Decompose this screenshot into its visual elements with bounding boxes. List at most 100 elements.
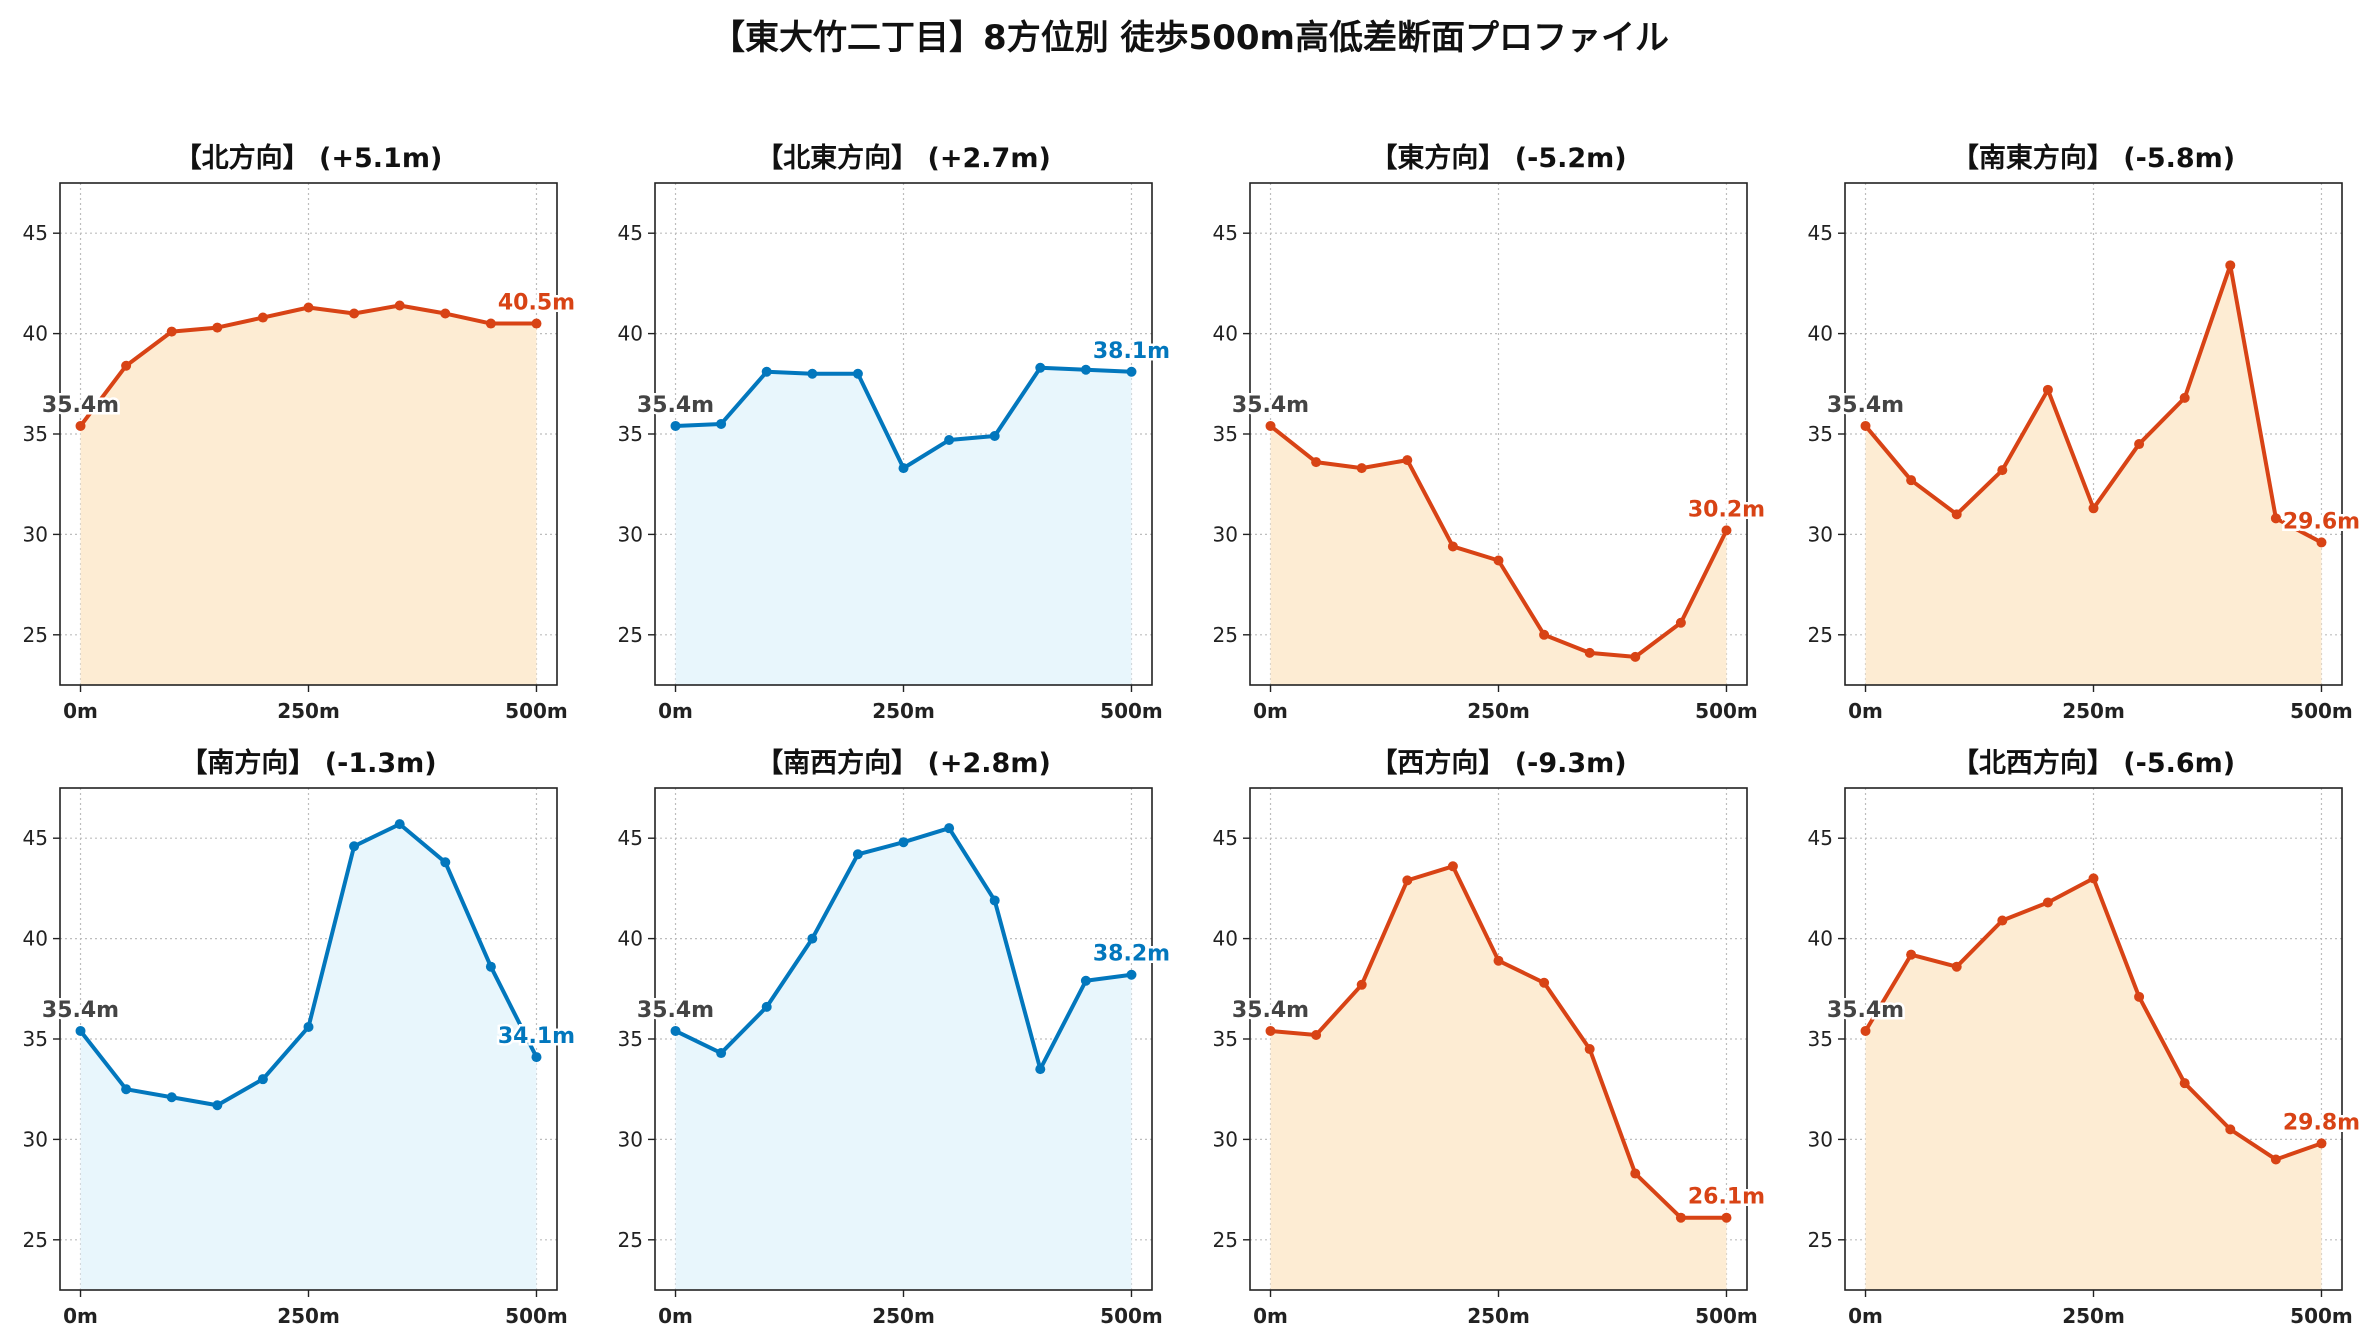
data-point xyxy=(2225,260,2236,271)
data-point xyxy=(303,302,314,313)
data-point xyxy=(1402,455,1413,466)
data-point xyxy=(852,849,863,860)
data-point xyxy=(75,1025,86,1036)
data-point xyxy=(898,463,909,474)
data-point xyxy=(2179,392,2190,403)
start-elevation-label: 35.4m xyxy=(1827,998,1904,1023)
data-point xyxy=(989,431,1000,442)
data-point xyxy=(1721,1212,1732,1223)
data-point xyxy=(944,823,955,834)
data-point xyxy=(440,857,451,868)
x-tick-label: 500m xyxy=(1695,1304,1758,1328)
data-point xyxy=(2134,991,2145,1002)
area-fill xyxy=(1270,425,1727,685)
data-point xyxy=(1997,465,2008,476)
y-tick-label: 25 xyxy=(23,1228,48,1252)
data-point xyxy=(212,322,223,333)
chart-panel-3: 25 30 35 40 45 0m 250m 500m 【南東方向】 (-5.8m) 35.4m 2… xyxy=(1808,142,2363,723)
y-tick-label: 25 xyxy=(618,1228,643,1252)
y-tick-label: 45 xyxy=(1213,826,1238,850)
y-tick-label: 30 xyxy=(23,1127,48,1151)
y-tick-label: 40 xyxy=(23,322,48,346)
y-tick-label: 30 xyxy=(23,522,48,546)
data-point xyxy=(1035,1064,1046,1075)
data-point xyxy=(2088,503,2099,514)
y-tick-label: 40 xyxy=(1213,322,1238,346)
area-fill xyxy=(1270,866,1727,1290)
data-point xyxy=(257,1074,268,1085)
panel-title: 【南方向】 (-1.3m) xyxy=(180,747,436,779)
x-tick-label: 0m xyxy=(63,699,98,723)
data-point xyxy=(121,1084,132,1095)
panel-title: 【東方向】 (-5.2m) xyxy=(1370,142,1626,174)
data-point xyxy=(761,1001,772,1012)
x-tick-label: 250m xyxy=(1467,1304,1530,1328)
data-point xyxy=(1080,364,1091,375)
chart-panel-5: 25 30 35 40 45 0m 250m 500m 【南西方向】 (+2.8m) 35.4m 3… xyxy=(618,747,1173,1328)
data-point xyxy=(2316,1138,2327,1149)
data-point xyxy=(166,326,177,337)
data-point xyxy=(716,418,727,429)
data-point xyxy=(1265,1025,1276,1036)
chart-panel-2: 25 30 35 40 45 0m 250m 500m 【東方向】 (-5.2m) 35.4m 30… xyxy=(1213,142,1768,723)
data-point xyxy=(1311,457,1322,468)
y-tick-label: 25 xyxy=(23,623,48,647)
data-point xyxy=(485,318,496,329)
y-tick-label: 45 xyxy=(23,221,48,245)
chart-panel-4: 25 30 35 40 45 0m 250m 500m 【南方向】 (-1.3m) 35.4m 34… xyxy=(23,747,578,1328)
x-tick-label: 500m xyxy=(1695,699,1758,723)
data-point xyxy=(485,961,496,972)
y-tick-label: 40 xyxy=(23,927,48,951)
y-tick-label: 45 xyxy=(618,221,643,245)
data-point xyxy=(716,1048,727,1059)
data-point xyxy=(1539,629,1550,640)
data-point xyxy=(1951,961,1962,972)
data-point xyxy=(257,312,268,323)
data-point xyxy=(1493,955,1504,966)
x-tick-label: 0m xyxy=(658,1304,693,1328)
data-point xyxy=(1906,949,1917,960)
end-elevation-label: 38.2m xyxy=(1093,942,1170,967)
data-point xyxy=(670,1025,681,1036)
data-point xyxy=(2042,897,2053,908)
data-point xyxy=(394,300,405,311)
y-tick-label: 30 xyxy=(1808,522,1833,546)
data-point xyxy=(1080,975,1091,986)
data-point xyxy=(1630,1168,1641,1179)
y-tick-label: 40 xyxy=(618,927,643,951)
chart-panel-0: 25 30 35 40 45 0m 250m 500m 【北方向】 (+5.1m) 35.4m 40… xyxy=(23,142,578,723)
start-elevation-label: 35.4m xyxy=(1232,998,1309,1023)
area-fill xyxy=(1865,878,2322,1290)
data-point xyxy=(349,841,360,852)
end-elevation-label: 34.1m xyxy=(498,1024,575,1049)
data-point xyxy=(1860,1025,1871,1036)
end-elevation-label: 29.6m xyxy=(2283,509,2360,534)
data-point xyxy=(2134,439,2145,450)
start-elevation-label: 35.4m xyxy=(637,998,714,1023)
x-tick-label: 0m xyxy=(1848,1304,1883,1328)
data-point xyxy=(1906,475,1917,486)
data-point xyxy=(394,819,405,830)
data-point xyxy=(531,318,542,329)
panel-title: 【南東方向】 (-5.8m) xyxy=(1952,142,2235,174)
data-point xyxy=(2270,1154,2281,1165)
x-tick-label: 250m xyxy=(872,1304,935,1328)
data-point xyxy=(1311,1029,1322,1040)
y-tick-label: 30 xyxy=(1213,522,1238,546)
data-point xyxy=(807,933,818,944)
data-point xyxy=(1630,651,1641,662)
start-elevation-label: 35.4m xyxy=(1827,393,1904,418)
data-point xyxy=(440,308,451,319)
x-tick-label: 250m xyxy=(277,1304,340,1328)
data-point xyxy=(1447,541,1458,552)
data-point xyxy=(1265,420,1276,431)
area-fill xyxy=(675,828,1132,1290)
data-point xyxy=(1721,525,1732,536)
y-tick-label: 25 xyxy=(618,623,643,647)
data-point xyxy=(1356,979,1367,990)
end-elevation-label: 29.8m xyxy=(2283,1110,2360,1135)
data-point xyxy=(852,368,863,379)
y-tick-label: 35 xyxy=(1808,1027,1833,1051)
data-point xyxy=(670,420,681,431)
data-point xyxy=(166,1092,177,1103)
